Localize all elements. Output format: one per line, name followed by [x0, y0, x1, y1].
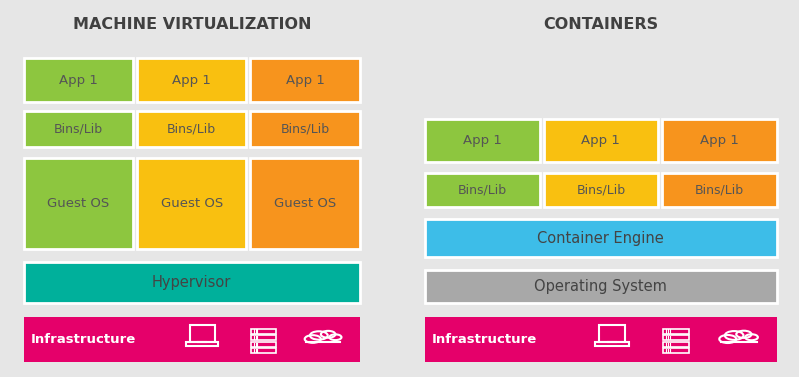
Bar: [662, 173, 777, 207]
Bar: [595, 342, 629, 346]
Bar: [24, 158, 133, 249]
Bar: [24, 317, 360, 362]
Text: App 1: App 1: [173, 74, 211, 87]
Text: Bins/Lib: Bins/Lib: [167, 123, 217, 136]
Bar: [425, 270, 777, 303]
Bar: [137, 111, 246, 147]
Text: Container Engine: Container Engine: [538, 231, 664, 246]
Bar: [543, 119, 658, 162]
Bar: [137, 158, 246, 249]
Text: App 1: App 1: [463, 134, 502, 147]
Bar: [663, 335, 689, 340]
Bar: [663, 348, 689, 353]
Bar: [662, 119, 777, 162]
Text: CONTAINERS: CONTAINERS: [543, 17, 658, 32]
Bar: [250, 158, 360, 249]
Text: MACHINE VIRTUALIZATION: MACHINE VIRTUALIZATION: [73, 17, 311, 32]
Bar: [252, 348, 276, 353]
Text: Bins/Lib: Bins/Lib: [54, 123, 103, 136]
Bar: [137, 58, 246, 102]
Text: Guest OS: Guest OS: [47, 197, 109, 210]
Text: App 1: App 1: [700, 134, 739, 147]
Bar: [543, 173, 658, 207]
Text: Guest OS: Guest OS: [274, 197, 336, 210]
Text: Infrastructure: Infrastructure: [431, 333, 537, 346]
Bar: [250, 58, 360, 102]
Bar: [24, 111, 133, 147]
Bar: [24, 262, 360, 303]
Text: Bins/Lib: Bins/Lib: [695, 184, 744, 197]
Bar: [425, 119, 539, 162]
Text: Bins/Lib: Bins/Lib: [280, 123, 329, 136]
Bar: [425, 219, 777, 257]
Text: Hypervisor: Hypervisor: [152, 275, 232, 290]
Text: Bins/Lib: Bins/Lib: [458, 184, 507, 197]
Bar: [24, 58, 133, 102]
Text: App 1: App 1: [285, 74, 324, 87]
Bar: [250, 111, 360, 147]
Bar: [425, 173, 539, 207]
Bar: [252, 335, 276, 340]
Text: App 1: App 1: [582, 134, 620, 147]
Text: Operating System: Operating System: [535, 279, 667, 294]
Bar: [598, 325, 625, 342]
Text: Guest OS: Guest OS: [161, 197, 223, 210]
Text: App 1: App 1: [59, 74, 98, 87]
Bar: [425, 317, 777, 362]
Text: Infrastructure: Infrastructure: [30, 333, 136, 346]
Bar: [663, 328, 689, 334]
Text: Bins/Lib: Bins/Lib: [576, 184, 626, 197]
Bar: [663, 342, 689, 347]
Bar: [252, 342, 276, 347]
Bar: [252, 328, 276, 334]
Bar: [189, 325, 215, 342]
Bar: [186, 342, 218, 346]
